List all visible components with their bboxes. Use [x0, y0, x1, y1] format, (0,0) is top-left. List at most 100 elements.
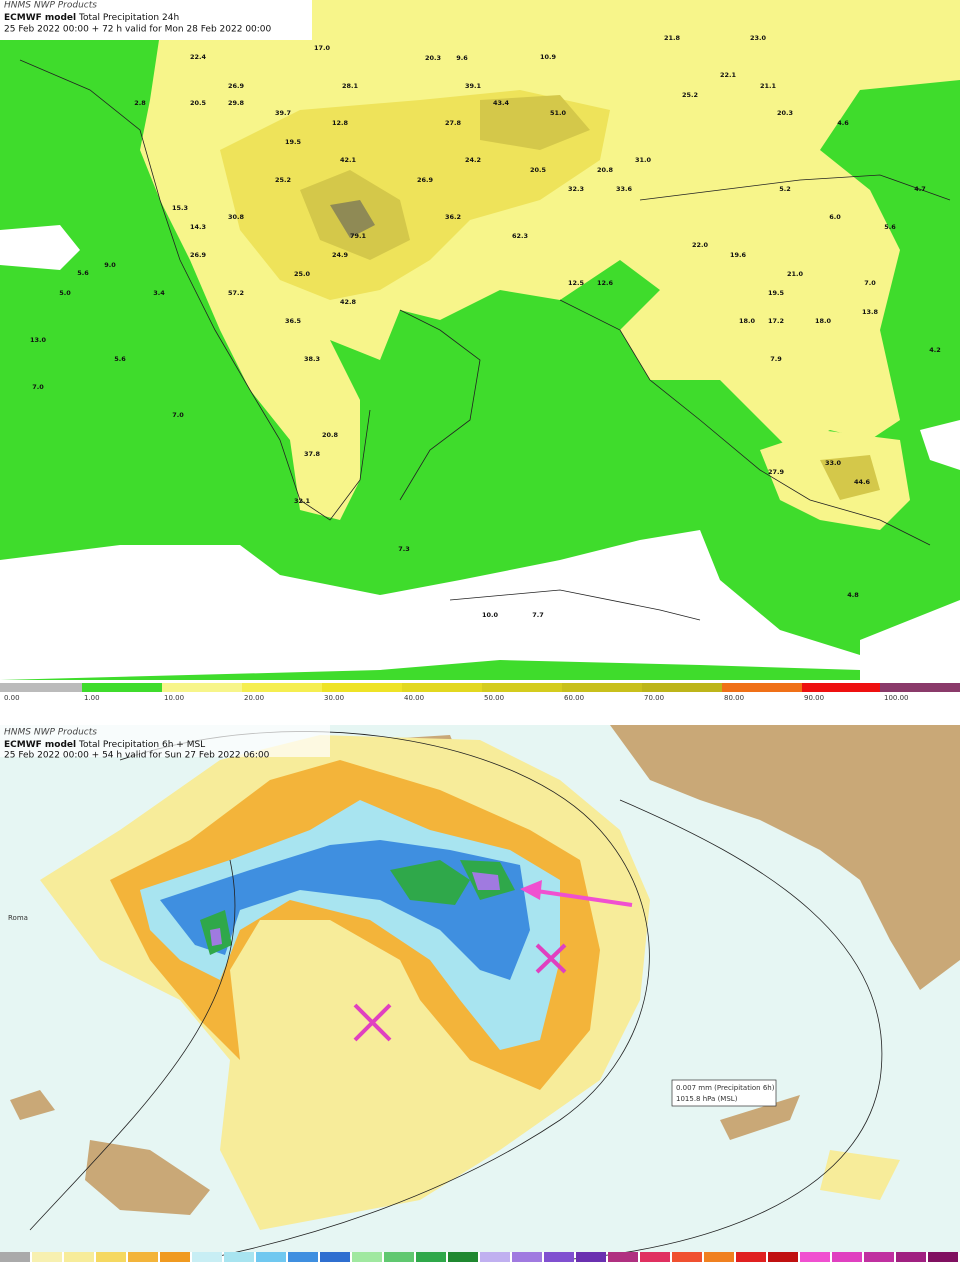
colorbar-label: 20.00: [244, 694, 264, 702]
colorbar-label: 50.00: [484, 694, 504, 702]
map-label: 7.3: [398, 545, 410, 553]
cb-swatch: [544, 1252, 574, 1262]
cb-swatch: [928, 1252, 958, 1262]
map-label: 5.0: [59, 289, 71, 297]
map-label: 2.8: [134, 99, 146, 107]
map-label: 3.4: [153, 289, 165, 297]
map-label: 21.8: [664, 34, 681, 42]
cb-swatch: [384, 1252, 414, 1262]
cb-swatch: [640, 1252, 670, 1262]
map-label: 12.8: [332, 119, 349, 127]
map-label: 20.8: [322, 431, 339, 439]
map-label: 57.2: [228, 289, 244, 297]
x-mark: [353, 943, 567, 1042]
cb-swatch: [128, 1252, 158, 1262]
map-label: 5.6: [77, 269, 89, 277]
map-label: 29.8: [228, 99, 245, 107]
cb-swatch: [800, 1252, 830, 1262]
map-label: 37.8: [304, 450, 321, 458]
precip-green: [200, 860, 515, 955]
map-label: 26.9: [417, 176, 434, 184]
isobar: [29, 731, 883, 1261]
map-label: 4.8: [847, 591, 859, 599]
dry-white: [0, 225, 960, 680]
map-label: 4.6: [837, 119, 849, 127]
map-label: 25.2: [275, 176, 291, 184]
map-label: 33.6: [616, 185, 633, 193]
cb-swatch: [162, 683, 242, 692]
map-label: 31.0: [635, 156, 652, 164]
bottom-map: 0.007 mm (Precipitation 6h) 1015.8 hPa (…: [0, 725, 960, 1261]
map-label: 10.0: [482, 611, 499, 619]
cb-swatch: [896, 1252, 926, 1262]
map-label: 20.5: [190, 99, 207, 107]
cb-swatch: [0, 683, 82, 692]
map-label: 24.2: [465, 156, 481, 164]
cb-swatch: [768, 1252, 798, 1262]
map-label: 23.0: [750, 34, 767, 42]
colorbar-label: 100.00: [884, 694, 909, 702]
cb-swatch: [352, 1252, 382, 1262]
cb-swatch: [160, 1252, 190, 1262]
map-labels: 17.0 22.4 20.3 9.6 10.9 21.8 23.0 26.9 28.1 39.1 2…: [30, 34, 941, 619]
map-label: 62.3: [512, 232, 528, 240]
map-label: 39.1: [465, 82, 482, 90]
map-label: 22.0: [692, 241, 709, 249]
map-label: 7.7: [532, 611, 544, 619]
map-label: 33.0: [825, 459, 842, 467]
cb-swatch: [242, 683, 322, 692]
title: ECMWF model Total Precipitation 24h: [4, 13, 179, 23]
header-box: [0, 0, 312, 40]
cb-swatch: [482, 683, 562, 692]
map-label: 4.2: [929, 346, 941, 354]
colorbar-label: 60.00: [564, 694, 584, 702]
map-label: 26.9: [190, 251, 207, 259]
map-label: 27.8: [445, 119, 462, 127]
validity: 25 Feb 2022 00:00 + 54 h valid for Sun 2…: [4, 751, 270, 761]
cb-swatch: [416, 1252, 446, 1262]
map-label: 17.2: [768, 317, 784, 325]
map-label: 21.1: [760, 82, 777, 90]
map-label: 5.2: [779, 185, 791, 193]
map-label: 10.9: [540, 53, 557, 61]
land-tan: [10, 725, 960, 1215]
map-label: 32.1: [294, 497, 311, 505]
colorbar-label: 90.00: [804, 694, 824, 702]
map-label: 7.0: [172, 411, 184, 419]
title: ECMWF model Total Precipitation 6h + MSL: [4, 740, 205, 750]
cb-swatch: [722, 683, 802, 692]
map-label: 28.1: [342, 82, 359, 90]
map-label: 36.5: [285, 317, 302, 325]
map-label: 20.3: [777, 109, 793, 117]
source: HNMS NWP Products: [4, 1, 97, 11]
cb-swatch: [256, 1252, 286, 1262]
map-label: 21.0: [787, 270, 804, 278]
map-label: 22.1: [720, 71, 737, 79]
colorbar-label: 70.00: [644, 694, 664, 702]
map-label: 32.3: [568, 185, 584, 193]
colorbar-label: 80.00: [724, 694, 744, 702]
map-label: 22.4: [190, 53, 207, 61]
cb-swatch: [576, 1252, 606, 1262]
cb-swatch: [704, 1252, 734, 1262]
cb-swatch: [642, 683, 722, 692]
map-label: 43.4: [493, 99, 510, 107]
map-label: 19.5: [285, 138, 302, 146]
map-label: 7.0: [864, 279, 876, 287]
cb-swatch: [864, 1252, 894, 1262]
map-label: 14.3: [190, 223, 206, 231]
cb-swatch: [192, 1252, 222, 1262]
model: ECMWF model: [4, 13, 76, 23]
colorbar-label: 1.00: [84, 694, 100, 702]
cb-swatch: [802, 683, 880, 692]
cb-swatch: [736, 1252, 766, 1262]
map-label: 51.0: [550, 109, 567, 117]
map-label: 30.8: [228, 213, 245, 221]
cb-swatch: [512, 1252, 542, 1262]
colorbar-label: 10.00: [164, 694, 184, 702]
map-label: 12.5: [568, 279, 585, 287]
map-label: 4.7: [914, 185, 926, 193]
arrow-head: [520, 880, 542, 900]
product: Total Precipitation 24h: [78, 13, 179, 23]
map-label: 20.8: [597, 166, 614, 174]
